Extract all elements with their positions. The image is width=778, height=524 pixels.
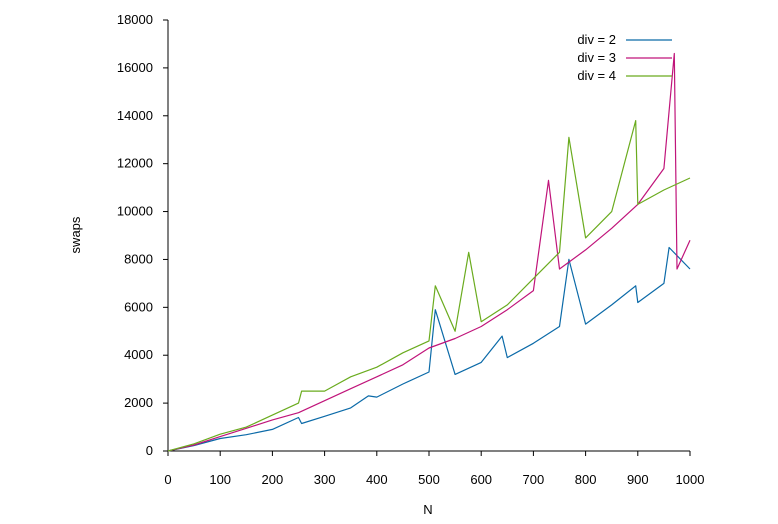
x-tick-label: 200 [262, 472, 284, 487]
legend: div = 2 div = 3 div = 4 [577, 32, 672, 83]
y-tick-label: 10000 [117, 204, 153, 219]
y-tick-label: 4000 [124, 347, 153, 362]
y-axis-ticks: 0 2000 4000 6000 8000 10000 12000 14000 16000 180… [117, 12, 168, 458]
x-tick-label: 500 [418, 472, 440, 487]
legend-label-2: div = 3 [577, 50, 616, 65]
x-tick-label: 800 [575, 472, 597, 487]
y-tick-label: 12000 [117, 156, 153, 171]
series-lines [167, 52, 691, 452]
axes [167, 20, 690, 452]
y-tick-label: 14000 [117, 108, 153, 123]
y-tick-label: 18000 [117, 12, 153, 27]
series-line-1 [167, 246, 691, 452]
y-tick-label: 16000 [117, 60, 153, 75]
x-tick-label: 0 [164, 472, 171, 487]
legend-label-1: div = 2 [577, 32, 616, 47]
x-tick-label: 700 [523, 472, 545, 487]
y-tick-label: 8000 [124, 251, 153, 266]
y-tick-label: 2000 [124, 395, 153, 410]
series-line-2 [167, 52, 691, 452]
y-tick-label: 0 [146, 443, 153, 458]
x-tick-label: 600 [470, 472, 492, 487]
x-axis-ticks: 0 100 200 300 400 500 600 700 800 900 1000 [164, 451, 704, 487]
y-axis-label: swaps [68, 216, 83, 253]
x-tick-label: 900 [627, 472, 649, 487]
x-tick-label: 400 [366, 472, 388, 487]
legend-label-3: div = 4 [577, 68, 616, 83]
x-tick-label: 300 [314, 472, 336, 487]
x-tick-label: 1000 [676, 472, 705, 487]
y-tick-label: 6000 [124, 299, 153, 314]
x-tick-label: 100 [209, 472, 231, 487]
x-axis-label: N [423, 502, 432, 517]
series-line-3 [167, 119, 691, 452]
